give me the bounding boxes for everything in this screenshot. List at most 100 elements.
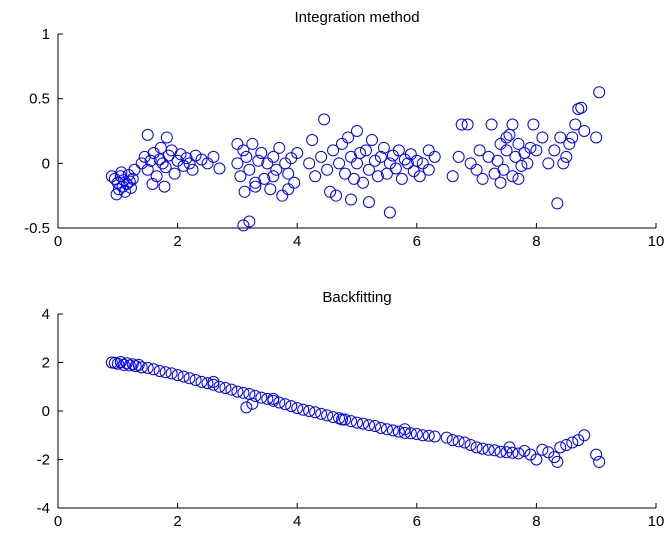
data-point: [351, 416, 363, 429]
data-point: [342, 131, 355, 144]
x-tick-label: 2: [173, 513, 181, 530]
data-point: [111, 357, 124, 370]
data-point: [503, 441, 516, 454]
data-point: [159, 366, 172, 379]
data-point: [551, 197, 564, 210]
x-tick-label: 6: [413, 513, 421, 530]
data-point: [464, 157, 477, 170]
data-point: [168, 167, 181, 180]
data-point: [458, 436, 471, 449]
data-point: [536, 131, 549, 144]
data-point: [365, 134, 378, 147]
data-point: [398, 423, 411, 436]
data-point: [309, 170, 322, 183]
data-point: [488, 444, 501, 457]
data-point: [560, 438, 573, 451]
data-point: [174, 148, 187, 161]
data-point: [542, 446, 555, 459]
data-point: [422, 144, 435, 157]
data-point: [213, 380, 226, 393]
data-point: [171, 369, 184, 382]
data-point: [551, 455, 564, 468]
x-tick-label: 4: [293, 513, 301, 530]
data-point: [315, 150, 328, 163]
data-point: [503, 128, 516, 141]
data-point: [506, 118, 519, 131]
data-point: [120, 357, 133, 370]
y-tick-label: 0.5: [29, 91, 50, 108]
data-point: [150, 170, 163, 183]
data-point: [240, 401, 253, 414]
data-point: [401, 157, 414, 170]
data-point: [124, 181, 137, 194]
data-point: [386, 424, 399, 437]
data-point: [339, 167, 352, 180]
y-tick-label: -0.5: [24, 220, 50, 237]
data-point: [291, 146, 304, 159]
data-point: [575, 101, 588, 114]
data-point: [135, 361, 148, 374]
y-tick-label: 2: [42, 355, 50, 372]
data-point: [207, 150, 220, 163]
data-point: [147, 363, 160, 376]
data-point: [362, 163, 375, 176]
data-point: [270, 163, 283, 176]
data-point: [590, 131, 603, 144]
data-point: [398, 426, 411, 439]
data-point: [470, 441, 483, 454]
chart-title: Integration method: [294, 9, 419, 26]
data-point: [159, 161, 172, 174]
data-point: [128, 163, 141, 176]
data-point: [428, 150, 441, 163]
data-point: [231, 157, 244, 170]
data-point: [530, 144, 543, 157]
data-point: [146, 178, 159, 191]
data-point: [321, 163, 334, 176]
data-point: [554, 441, 567, 454]
data-point: [258, 172, 271, 185]
data-point: [267, 170, 280, 183]
x-tick-label: 4: [293, 233, 301, 250]
x-tick-label: 0: [54, 233, 62, 250]
y-tick-label: 0: [42, 403, 50, 420]
data-point: [362, 196, 375, 209]
data-point: [195, 153, 208, 166]
data-point: [416, 157, 429, 170]
data-point: [371, 170, 384, 183]
data-point: [536, 443, 549, 456]
data-point: [404, 427, 417, 440]
data-point: [410, 154, 423, 167]
data-point: [141, 361, 154, 374]
data-point: [500, 144, 513, 157]
data-point: [377, 141, 390, 154]
data-point: [569, 118, 582, 131]
data-point: [491, 154, 504, 167]
data-point: [243, 215, 256, 228]
data-point: [147, 146, 160, 159]
data-point: [530, 453, 543, 466]
data-point: [267, 392, 280, 405]
data-point: [264, 183, 277, 196]
data-point: [512, 172, 525, 185]
data-point: [261, 392, 274, 405]
data-point: [273, 141, 286, 154]
data-point: [165, 367, 178, 380]
data-point: [336, 413, 349, 426]
data-point: [452, 150, 465, 163]
data-point: [183, 372, 196, 385]
data-point: [464, 438, 477, 451]
data-point: [356, 176, 369, 189]
x-tick-label: 8: [532, 513, 540, 530]
data-point: [309, 406, 322, 419]
data-point: [249, 389, 262, 402]
data-point: [276, 189, 289, 202]
data-point: [144, 154, 157, 167]
data-point: [383, 206, 396, 219]
data-point: [374, 421, 387, 434]
data-point: [497, 163, 510, 176]
data-point: [440, 431, 453, 444]
data-point: [156, 157, 169, 170]
data-point: [213, 162, 226, 175]
data-point: [135, 157, 148, 170]
